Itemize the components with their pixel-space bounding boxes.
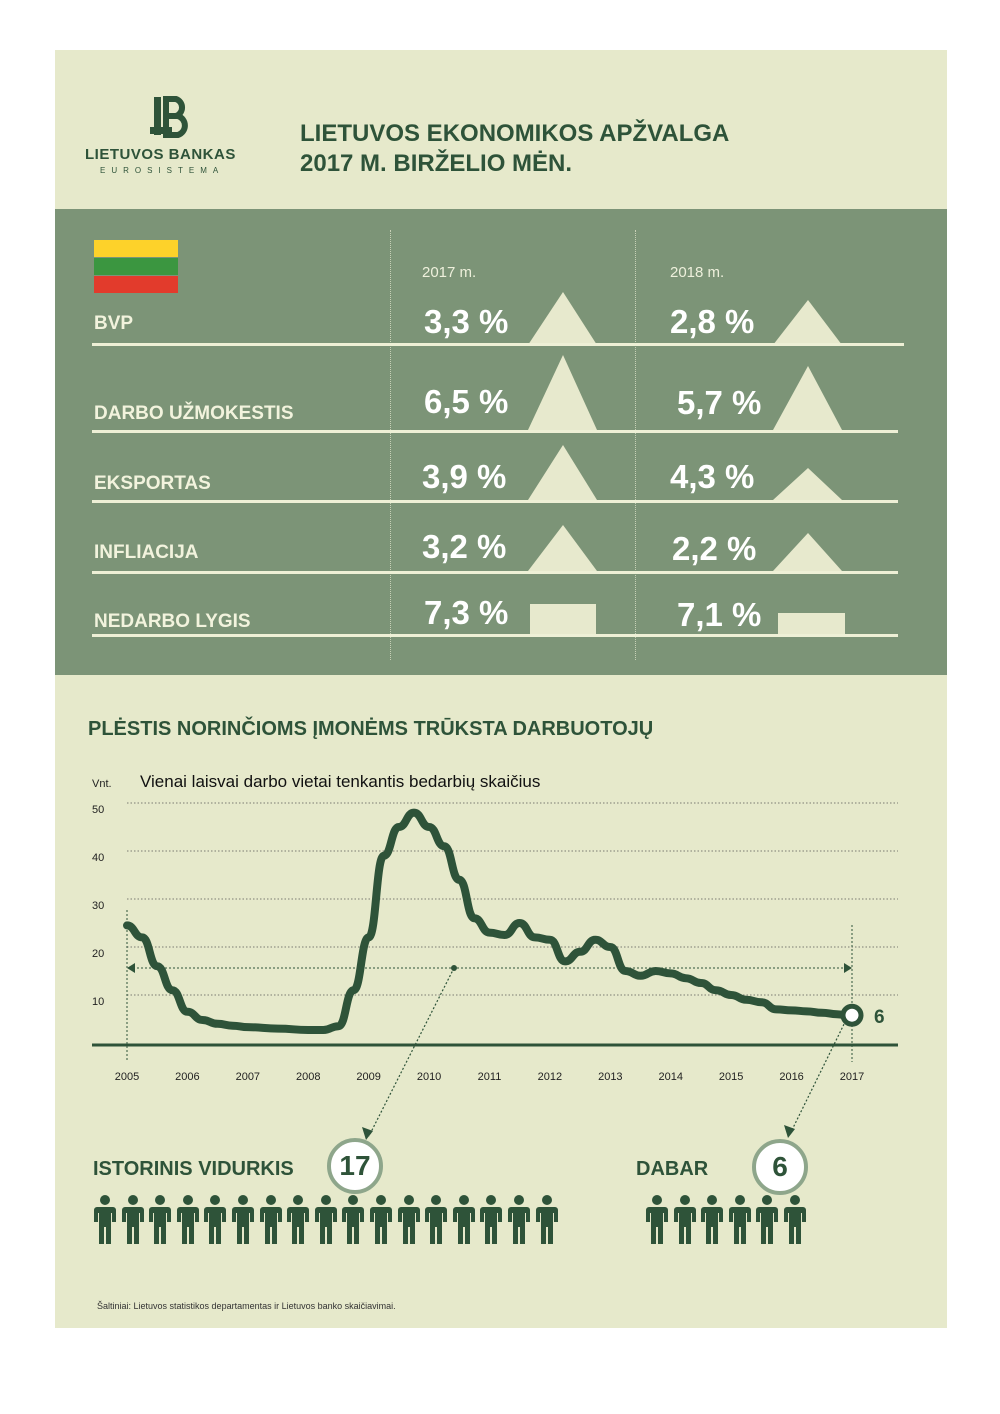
flag-stripe-red <box>94 276 178 293</box>
person-icon <box>342 1195 365 1244</box>
row-divider <box>92 343 904 346</box>
person-icon <box>701 1195 724 1244</box>
indicator-label-wages: DARBO UŽMOKESTIS <box>94 403 294 424</box>
person-icon <box>646 1195 668 1244</box>
person-icon <box>452 1195 475 1244</box>
indicator-label-inflation: INFLIACIJA <box>94 542 199 563</box>
person-icon <box>784 1195 806 1244</box>
page-subtitle: 2017 M. BIRŽELIO MĖN. <box>300 150 573 177</box>
indicator-value-bvp-2017: 3,3 % <box>424 303 509 340</box>
person-icon <box>397 1195 420 1244</box>
logo-subtitle: EUROSISTEMA <box>100 166 225 175</box>
person-icon <box>204 1195 227 1244</box>
indicator-value-exports-2018: 4,3 % <box>670 458 755 495</box>
flag-stripe-green <box>94 258 178 275</box>
bvp-2017-triangle <box>528 292 597 345</box>
person-icon <box>232 1195 254 1244</box>
person-icon <box>176 1195 199 1244</box>
historical-average-badge: 17 <box>327 1138 383 1194</box>
chart-title: Vienai laisvai darbo vietai tenkantis be… <box>140 772 541 791</box>
bvp-2018-triangle <box>773 300 842 345</box>
indicator-value-wages-2018: 5,7 % <box>677 384 762 421</box>
person-icon <box>508 1195 530 1244</box>
row-divider <box>92 634 898 637</box>
wages-2018-triangle <box>773 366 842 430</box>
person-icon <box>728 1195 751 1244</box>
year-label-2018: 2018 m. <box>670 264 725 281</box>
row-divider <box>92 430 898 433</box>
exports-2017-triangle <box>528 445 597 500</box>
indicator-value-unemployment-2017: 7,3 % <box>424 594 509 631</box>
person-icon <box>121 1195 144 1244</box>
person-icon <box>480 1195 503 1244</box>
indicator-value-unemployment-2018: 7,1 % <box>677 596 762 633</box>
unemployment-2017-bar <box>530 604 596 635</box>
page-title: LIETUVOS EKONOMIKOS APŽVALGA <box>300 120 730 147</box>
historical-average-title: ISTORINIS VIDURKIS <box>93 1158 294 1180</box>
chart-y-unit: Vnt. <box>92 778 112 790</box>
current-badge: 6 <box>752 1139 808 1195</box>
section-title: PLĖSTIS NORINČIOMS ĮMONĖMS TRŪKSTA DARBU… <box>88 718 654 740</box>
person-icon <box>425 1195 448 1244</box>
person-icon <box>287 1195 310 1244</box>
lietuvos-bankas-logo-icon <box>150 96 188 138</box>
logo-name: LIETUVOS BANKAS <box>85 146 236 163</box>
flag-stripe-yellow <box>94 240 178 257</box>
person-icon <box>314 1195 337 1244</box>
indicators-panel <box>55 209 947 675</box>
wages-2017-triangle <box>528 355 597 430</box>
indicator-label-exports: EKSPORTAS <box>94 473 211 494</box>
person-icon <box>259 1195 282 1244</box>
indicator-value-bvp-2018: 2,8 % <box>670 303 755 340</box>
indicator-value-wages-2017: 6,5 % <box>424 383 509 420</box>
year-label-2017: 2017 m. <box>422 264 477 281</box>
person-icon <box>149 1195 172 1244</box>
row-divider <box>92 571 898 574</box>
person-icon <box>756 1195 779 1244</box>
person-icon <box>370 1195 392 1244</box>
indicator-value-inflation-2017: 3,2 % <box>422 528 507 565</box>
indicator-value-exports-2017: 3,9 % <box>422 458 507 495</box>
current-title: DABAR <box>636 1158 709 1180</box>
exports-2018-triangle <box>773 468 842 500</box>
inflation-2017-triangle <box>528 525 597 571</box>
unemployment-2018-bar <box>778 613 845 635</box>
indicator-label-unemployment: NEDARBO LYGIS <box>94 611 251 632</box>
person-icon <box>94 1195 116 1244</box>
inflation-2018-triangle <box>773 533 842 571</box>
indicator-value-inflation-2018: 2,2 % <box>672 530 757 567</box>
person-icon <box>673 1195 696 1244</box>
source-note: Šaltiniai: Lietuvos statistikos departam… <box>97 1301 396 1311</box>
indicator-label-bvp: BVP <box>94 313 134 334</box>
column-divider <box>635 230 636 660</box>
person-icon <box>535 1195 558 1244</box>
row-divider <box>92 500 898 503</box>
column-divider <box>390 230 391 660</box>
